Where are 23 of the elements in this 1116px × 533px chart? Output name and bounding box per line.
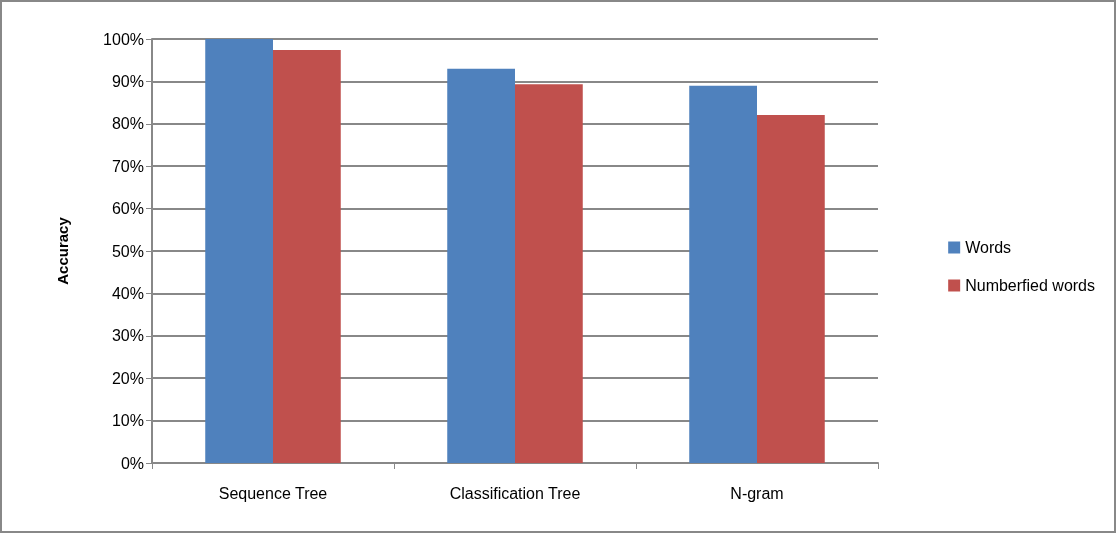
bar [447,68,515,463]
y-tick-label: 80% [111,115,144,133]
bar [273,50,341,463]
y-tick-label: 100% [103,30,144,48]
y-tick-label: 30% [111,327,144,345]
y-tick-label: 50% [111,242,144,260]
bar [205,39,273,463]
legend-label: Numberfied words [965,277,1095,294]
y-axis-title: Accuracy [54,216,71,285]
y-tick-label: 40% [111,284,144,302]
x-tick-label: Sequence Tree [218,484,328,502]
bar [515,84,583,463]
bar [757,114,825,463]
y-tick-label: 70% [111,157,144,175]
x-tick-label: Classification Tree [449,484,581,502]
y-tick-label: 90% [111,72,144,90]
x-tick-label: N-gram [730,484,784,502]
y-tick-label: 60% [111,200,144,218]
y-tick-label: 20% [111,369,144,387]
y-tick-label: 10% [111,412,144,430]
bar [689,85,757,463]
legend-label: Words [965,239,1012,256]
y-tick-label: 0% [120,454,144,472]
